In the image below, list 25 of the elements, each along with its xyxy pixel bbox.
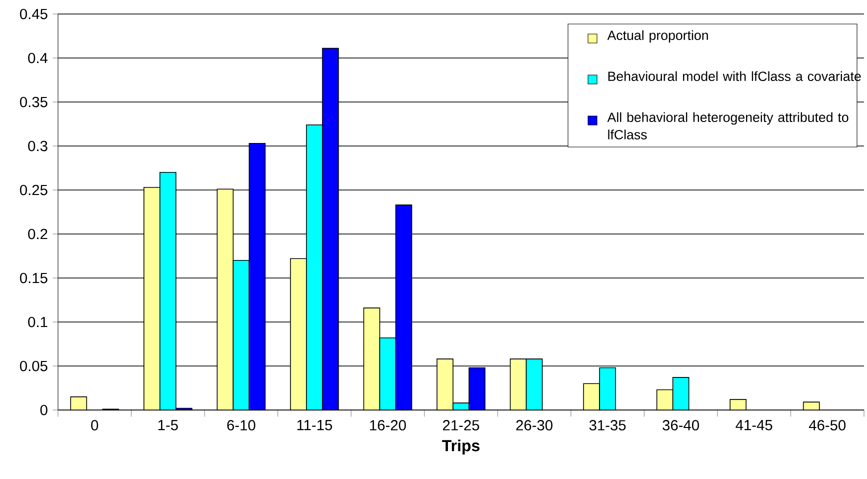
x-tick-label: 6-10 bbox=[227, 420, 256, 430]
legend-label: Actual proportion bbox=[607, 30, 708, 43]
y-tick-label: 0.15 bbox=[20, 272, 48, 284]
x-tick-label: 31-35 bbox=[589, 420, 626, 430]
x-tick-label: 26-30 bbox=[516, 420, 552, 430]
x-tick-label: 36-40 bbox=[662, 420, 699, 430]
y-tick-label: 0.35 bbox=[20, 96, 48, 108]
legend-label: All behavioral heterogeneity attributed to lfClass bbox=[607, 112, 848, 140]
y-tick-label: 0.4 bbox=[28, 52, 48, 64]
x-axis-title: Trips bbox=[442, 440, 480, 454]
x-tick-label: 11-15 bbox=[297, 420, 332, 430]
x-tick-label: 16-20 bbox=[370, 420, 406, 430]
y-tick-label: 0.1 bbox=[28, 316, 48, 328]
legend-label: Behavioural model with lfClass a covariate bbox=[608, 71, 861, 82]
x-tick-label: 41-45 bbox=[736, 420, 772, 430]
y-tick-label: 0.3 bbox=[28, 140, 48, 152]
x-tick-label: 46-50 bbox=[808, 420, 846, 430]
x-tick-label: 21-25 bbox=[442, 420, 480, 430]
y-tick-label: 0.25 bbox=[20, 184, 48, 196]
y-tick-label: 0.45 bbox=[20, 8, 48, 20]
x-tick-label: 0 bbox=[91, 420, 98, 430]
x-tick-label: 1-5 bbox=[158, 420, 178, 430]
y-tick-label: 0.2 bbox=[28, 228, 48, 240]
y-tick-label: 0.05 bbox=[20, 360, 48, 372]
y-tick-label: 0 bbox=[40, 404, 48, 416]
